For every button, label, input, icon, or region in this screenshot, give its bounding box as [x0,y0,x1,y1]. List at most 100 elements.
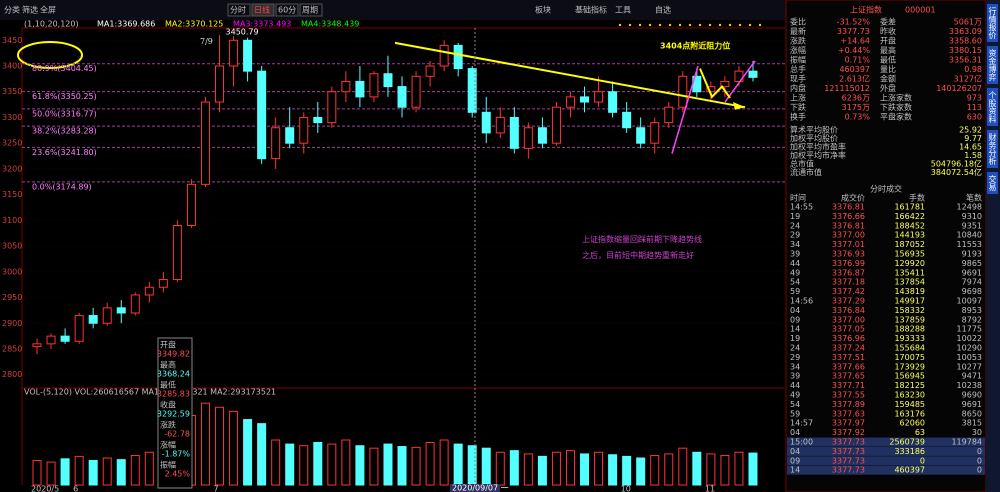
trade-cell: 62060 [900,419,925,428]
volume-bar [299,445,309,486]
side-tab[interactable]: 行情报价 [987,4,998,42]
quote-value: 3356.31 [949,56,982,65]
period-button[interactable]: 日线 [254,5,270,15]
trade-cell: 3377.73 [832,466,865,475]
y-tick-label: 3150 [2,190,22,199]
volume-bar [116,459,126,486]
stat-value: 14.65 [959,143,982,152]
trade-cell: 8792 [962,315,982,324]
quote-label: 平盘家数 [880,112,912,122]
trade-cell: 3376.99 [832,259,865,268]
toolbar-button[interactable]: 工具 [615,6,631,15]
trade-cell: 156935 [894,250,925,259]
tooltip-key: 开盘 [160,340,176,350]
toolbar [0,0,986,20]
trade-cell: 0 [920,456,925,465]
x-tick-label: 2020/5 [31,485,59,492]
toolbar-button[interactable]: 板块 [535,5,551,15]
row-highlight [787,446,985,456]
cursor-label: 2020/09/07 一 [452,484,509,492]
trade-cell: 44 [790,259,800,268]
tooltip-value: 3285.83 [157,390,190,399]
candle-body [397,86,407,108]
quote-value: 0.73% [845,113,871,122]
quote-label: 下跌家数 [880,102,912,112]
trade-cell: 159485 [894,400,925,409]
y-tick-label: 3400 [2,62,22,71]
toolbar-button[interactable]: 分类 [4,5,20,15]
quote-value: 140126207 [936,84,982,93]
candle-body [46,335,56,345]
candle-body [229,39,239,67]
side-tab[interactable]: 个股资料 [987,88,998,126]
quote-value: 121115012 [824,84,870,93]
candle-body [186,183,196,227]
period-button[interactable]: 分时 [230,5,246,15]
volume-bar [481,447,491,486]
trade-cell: 3376.81 [832,221,865,230]
period-button[interactable]: 60分 [278,6,296,15]
trade-cell: 8953 [962,306,982,315]
quote-title: 上证指数 [850,5,882,15]
resistance-dots [618,23,762,27]
toolbar-button[interactable]: 自选 [655,5,671,15]
toolbar-button[interactable]: 筛选 [22,5,38,15]
trade-cell: 3377.42 [832,287,865,296]
period-button[interactable]: 周期 [302,6,318,15]
candle-body [243,39,253,72]
trade-cell: 34 [790,240,800,249]
candle-body [60,335,70,342]
toolbar-button[interactable]: 全屏 [40,5,56,15]
quote-value: -31.52% [837,18,871,27]
peak-label: 3450.79 [226,28,259,37]
toolbar-button[interactable]: 基础指标 [575,5,607,15]
volume-bar [523,453,533,486]
trade-cell: 14:57 [790,419,813,428]
tooltip-key: 最高 [160,360,176,370]
tooltip-key: 最低 [160,380,176,390]
trade-cell: 39 [790,372,800,381]
side-tab[interactable]: 资金博弈 [987,46,998,84]
trend-arrow [733,102,745,110]
candle-body [594,91,604,103]
trade-cell: 3377.00 [832,231,865,240]
trade-cell: 2560739 [889,438,925,447]
trade-cell: 158332 [894,306,925,315]
trade-cell: 9690 [962,391,982,400]
trade-cell: 173929 [894,362,925,371]
trade-cell: 3377.89 [832,400,865,409]
trade-cell: 29 [790,353,800,362]
candle-body [453,44,463,70]
volume-bar [425,441,435,486]
side-tab[interactable]: 财务分析 [987,130,998,168]
tooltip-box [157,337,193,489]
period-box [251,3,275,17]
candle-body [200,101,210,185]
quote-value: 3127亿 [954,74,982,84]
y-tick-label: 3300 [2,113,22,122]
volume-bar [495,451,505,486]
candle-body [102,307,112,324]
period-box [275,3,299,17]
candle-body [74,315,84,342]
trade-cell: 9351 [962,221,982,230]
volume-bar [608,454,618,486]
fib-label: 80.9%(3404.45) [32,64,97,73]
candle-body [116,307,126,314]
quote-label: 现手 [790,74,806,84]
trade-cell: 24 [790,221,800,230]
quote-label: 量比 [880,64,896,74]
quote-value: 5061万 [954,18,982,27]
volume-bar [383,443,393,486]
trade-cell: 9310 [962,212,982,221]
volume-bar [341,439,351,486]
candle-body [299,116,309,144]
fib-label: 50.0%(3316.77) [32,109,97,118]
trade-cell: 15:00 [790,438,813,447]
trade-cell: 10840 [957,231,982,240]
side-tab[interactable]: 交易 [987,172,998,194]
resistance-note: 3404点附近阻力位 [660,41,730,51]
trade-cell: 3377.55 [832,391,865,400]
trade-cell: 09 [790,456,800,465]
trade-cell: 30 [972,428,982,437]
